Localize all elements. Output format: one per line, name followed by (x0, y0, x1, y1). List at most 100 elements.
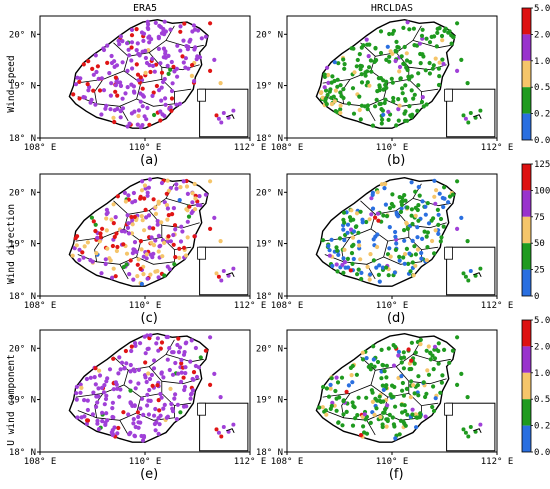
station-point (397, 64, 403, 70)
y-tick-label: 18° N (256, 448, 283, 458)
station-point (382, 186, 387, 191)
y-tick-label: 20° N (256, 30, 283, 40)
station-point (399, 360, 404, 365)
station-point (168, 386, 173, 391)
station-point (103, 106, 108, 111)
colorbar-tick-label: 75 (534, 213, 545, 223)
station-point (322, 72, 327, 77)
station-point (144, 379, 149, 385)
colorbar-tick-label: 2.0 (534, 342, 550, 352)
station-point (365, 42, 370, 47)
station-point (338, 90, 343, 95)
station-point (135, 410, 140, 415)
station-point (379, 369, 384, 374)
station-point (366, 54, 371, 59)
station-point (218, 81, 223, 86)
station-point (439, 380, 444, 385)
station-point (411, 26, 416, 31)
inset-tab (444, 88, 454, 102)
station-point (139, 30, 145, 35)
station-point (407, 104, 412, 109)
station-point (180, 54, 185, 59)
station-point (147, 122, 152, 127)
station-point (341, 399, 346, 404)
station-point (86, 59, 91, 64)
station-point (122, 190, 127, 195)
station-point (131, 89, 137, 94)
station-point (321, 384, 326, 390)
station-point (168, 27, 173, 32)
station-point (120, 39, 125, 44)
station-point (361, 43, 366, 48)
station-point (165, 239, 170, 244)
station-point (355, 57, 360, 63)
station-point (431, 216, 436, 221)
station-point (126, 47, 131, 52)
station-point (432, 344, 438, 349)
station-point (438, 390, 443, 395)
station-point (108, 258, 113, 263)
station-point (150, 56, 155, 62)
station-point (436, 66, 441, 71)
station-point (163, 55, 168, 60)
station-point (190, 63, 195, 68)
station-point (384, 79, 389, 84)
station-point (437, 74, 442, 79)
station-point (468, 425, 473, 429)
county-boundary (165, 40, 204, 49)
station-point (434, 44, 439, 49)
county-boundary (119, 420, 129, 436)
station-point (431, 367, 436, 372)
station-point (406, 261, 411, 266)
station-point (138, 194, 143, 199)
station-point (436, 361, 441, 366)
station-point (425, 230, 430, 235)
station-point (184, 207, 189, 212)
station-point (183, 341, 188, 346)
station-point (129, 27, 135, 32)
station-point (216, 116, 221, 121)
station-point (341, 210, 347, 215)
station-point (124, 251, 130, 256)
station-point (185, 235, 190, 240)
county-boundary (370, 381, 410, 398)
station-point (121, 264, 126, 270)
station-point (418, 61, 423, 66)
inset-islands (226, 114, 235, 120)
station-point (140, 123, 145, 128)
station-point (370, 206, 376, 211)
station-point (148, 333, 153, 338)
station-point (375, 359, 381, 365)
station-point (387, 225, 392, 230)
station-point (455, 226, 460, 231)
station-point (129, 40, 135, 45)
station-point (199, 36, 204, 41)
station-point (216, 430, 221, 435)
station-point (110, 275, 115, 280)
station-point (166, 71, 171, 76)
station-point (344, 409, 349, 414)
station-point (450, 34, 455, 39)
station-point (100, 419, 105, 424)
station-point (431, 384, 436, 389)
station-point (112, 234, 117, 239)
station-point (355, 413, 360, 418)
station-point (145, 190, 150, 195)
station-point (171, 64, 176, 69)
station-point (393, 344, 398, 350)
station-point (393, 229, 398, 235)
station-point (378, 101, 383, 106)
station-point (115, 194, 120, 199)
station-point (424, 391, 429, 396)
station-point (140, 104, 145, 109)
station-point (352, 405, 357, 410)
station-point (394, 212, 399, 217)
station-point (192, 27, 198, 32)
station-point (432, 251, 437, 256)
station-point (70, 253, 75, 258)
inset-islands (473, 114, 482, 120)
station-point (132, 214, 137, 219)
y-tick-label: 19° N (256, 240, 283, 250)
station-point (390, 80, 395, 85)
station-point (119, 360, 125, 365)
